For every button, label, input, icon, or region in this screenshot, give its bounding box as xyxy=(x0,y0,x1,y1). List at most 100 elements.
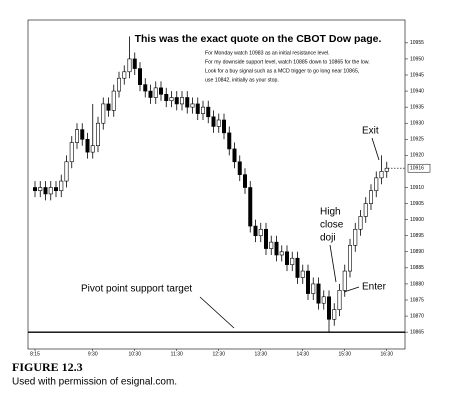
y-tick-label: 10935 xyxy=(410,104,424,110)
arrow xyxy=(343,286,360,293)
candle-body xyxy=(353,228,358,246)
candle-body xyxy=(180,97,185,105)
y-tick-label: 10885 xyxy=(410,265,424,271)
candle-body xyxy=(138,68,143,85)
candle-body xyxy=(284,251,289,265)
candle-body xyxy=(53,187,58,192)
candle-body xyxy=(232,148,237,163)
y-tick-label: 10905 xyxy=(410,201,424,207)
y-tick-label: 10865 xyxy=(410,329,424,335)
candle-body xyxy=(111,90,116,111)
y-tick-label: 10900 xyxy=(410,217,424,223)
candle-body xyxy=(164,93,169,102)
candle-body xyxy=(127,58,132,73)
candle-body xyxy=(358,216,363,230)
candle-body xyxy=(321,296,326,304)
candle-body xyxy=(290,257,295,265)
note: For my downside support level, watch 108… xyxy=(205,59,370,65)
y-tick-label: 10910 xyxy=(410,185,424,191)
candle-body xyxy=(96,122,101,147)
annotation: Enter xyxy=(362,282,387,293)
candle-body xyxy=(80,129,85,140)
candle-body xyxy=(143,84,148,92)
x-tick-label: 10:30 xyxy=(128,351,141,357)
last-price-label: 10916 xyxy=(410,166,424,172)
x-tick-label: 12:30 xyxy=(212,351,225,357)
candle-body xyxy=(211,116,216,127)
candle-body xyxy=(363,203,368,217)
annotation: close xyxy=(320,220,344,231)
y-tick-label: 10890 xyxy=(410,249,424,255)
x-tick-label: 9:30 xyxy=(88,351,98,357)
candle-body xyxy=(132,58,137,69)
y-tick-label: 10955 xyxy=(410,40,424,46)
candle-body xyxy=(300,270,305,278)
y-tick-label: 10895 xyxy=(410,233,424,239)
candle-body xyxy=(347,245,352,272)
y-tick-label: 10870 xyxy=(410,313,424,319)
annotation: Pivot point support target xyxy=(81,284,192,295)
y-tick-label: 10930 xyxy=(410,121,424,127)
candle-body xyxy=(69,142,74,163)
candle-body xyxy=(43,187,48,195)
candle-body xyxy=(227,132,232,150)
candle-body xyxy=(368,190,373,204)
candle-body xyxy=(216,119,221,127)
candle-body xyxy=(159,87,164,95)
candle-body xyxy=(201,106,206,114)
candle-body xyxy=(326,296,331,320)
x-tick-label: 15:30 xyxy=(338,351,351,357)
candle-body xyxy=(169,97,174,102)
candle-body xyxy=(206,106,211,118)
arrow xyxy=(329,244,337,283)
y-tick-label: 10880 xyxy=(410,281,424,287)
candle-body xyxy=(316,283,321,304)
candle-body xyxy=(75,129,80,143)
y-tick-label: 10925 xyxy=(410,137,424,143)
candle-body xyxy=(222,119,227,134)
candle-body xyxy=(337,290,342,310)
candle-body xyxy=(85,138,90,153)
caption: Used with permission of esignal.com. xyxy=(12,377,177,388)
candle-body xyxy=(64,161,69,182)
candle-body xyxy=(384,167,389,172)
candle-body xyxy=(90,145,95,153)
candle-body xyxy=(148,90,153,98)
y-tick-label: 10950 xyxy=(410,56,424,62)
candle-body xyxy=(122,71,127,79)
y-tick-label: 10945 xyxy=(410,72,424,78)
candle-body xyxy=(274,241,279,256)
candle-body xyxy=(342,270,347,291)
candle-body xyxy=(48,187,53,195)
candle-body xyxy=(101,103,106,124)
y-tick-label: 10920 xyxy=(410,153,424,159)
candle-body xyxy=(190,103,195,108)
note: For Monday watch 10983 as an initial res… xyxy=(205,50,330,56)
candle-body xyxy=(59,180,64,192)
candle-body xyxy=(106,103,111,111)
annotation: doji xyxy=(320,233,336,244)
candle-body xyxy=(295,257,300,278)
candle-body xyxy=(379,171,384,179)
y-tick-label: 10940 xyxy=(410,88,424,94)
x-tick-label: 16:30 xyxy=(380,351,393,357)
candle-body xyxy=(263,228,268,249)
arrow xyxy=(371,137,380,161)
candle-body xyxy=(237,161,242,175)
candle-body xyxy=(258,228,263,237)
y-tick-label: 10875 xyxy=(410,297,424,303)
candle-body xyxy=(38,187,43,192)
plot-frame xyxy=(27,19,406,350)
annotation: High xyxy=(320,207,341,218)
x-tick-label: 8:15 xyxy=(30,351,40,357)
candle-body xyxy=(374,177,379,192)
annotation: Exit xyxy=(362,126,379,137)
candle-body xyxy=(279,251,284,256)
arrow xyxy=(199,296,235,329)
candle-body xyxy=(117,77,122,92)
candle-body xyxy=(243,174,248,188)
figure-label: FIGURE 12.3 xyxy=(12,360,83,374)
x-tick-label: 14:30 xyxy=(296,351,309,357)
candle-body xyxy=(185,97,190,108)
